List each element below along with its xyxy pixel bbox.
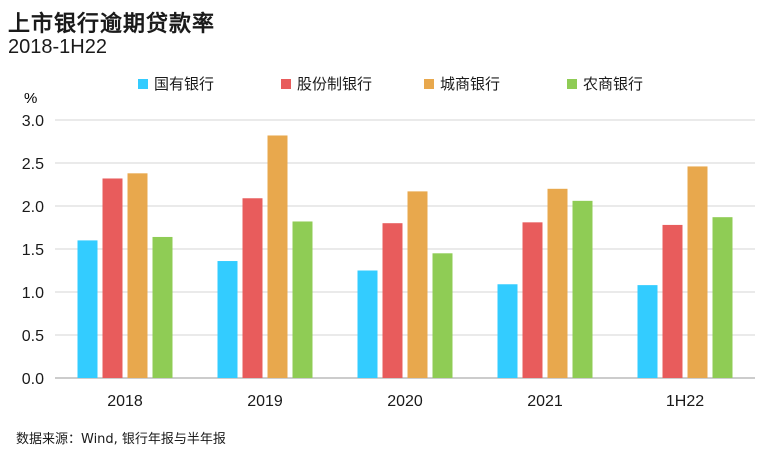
bar-2021-series-1 xyxy=(522,222,543,378)
y-tick-label: 2.0 xyxy=(22,199,44,216)
bar-1H22-series-2 xyxy=(687,166,708,378)
bar-2019-series-0 xyxy=(217,261,238,378)
legend-item-rural-commercial: 农商银行 xyxy=(567,73,710,94)
x-tick-label: 1H22 xyxy=(666,393,704,410)
bars xyxy=(77,135,733,378)
legend-item-state-owned: 国有银行 xyxy=(138,73,281,94)
y-tick-label: 3.0 xyxy=(22,113,44,130)
bar-2018-series-3 xyxy=(152,236,173,378)
legend-item-city-commercial: 城商银行 xyxy=(424,73,567,94)
legend-swatch-joint-stock xyxy=(281,78,291,89)
x-tick-label: 2019 xyxy=(247,393,283,410)
bar-2021-series-2 xyxy=(547,188,568,378)
y-tick-label: 1.0 xyxy=(22,285,44,302)
legend-item-joint-stock: 股份制银行 xyxy=(281,73,424,94)
y-tick-label: 1.5 xyxy=(22,242,44,259)
x-tick-label: 2018 xyxy=(107,393,143,410)
x-axis-ticks: 2018 2019 2020 2021 1H22 xyxy=(107,393,704,410)
y-tick-label: 0.0 xyxy=(22,371,44,388)
bar-2018-series-1 xyxy=(102,178,123,378)
bar-1H22-series-0 xyxy=(637,285,658,378)
y-tick-label: 0.5 xyxy=(22,328,44,345)
bar-1H22-series-1 xyxy=(662,224,683,378)
bar-2021-series-3 xyxy=(572,200,593,378)
bar-2020-series-1 xyxy=(382,223,403,378)
chart-title: 上市银行逾期贷款率 xyxy=(8,12,216,37)
bar-2019-series-3 xyxy=(292,221,313,378)
source-note: 数据来源：Wind, 银行年报与半年报 xyxy=(16,432,226,447)
y-axis-unit-label: % xyxy=(24,90,37,107)
y-axis-ticks: 0.0 0.5 1.0 1.5 2.0 2.5 3.0 xyxy=(22,113,44,388)
bar-1H22-series-3 xyxy=(712,217,733,378)
bar-2019-series-2 xyxy=(267,135,288,378)
x-tick-label: 2021 xyxy=(527,393,563,410)
y-tick-label: 2.5 xyxy=(22,156,44,173)
chart-subtitle: 2018-1H22 xyxy=(8,36,107,58)
legend: 国有银行 股份制银行 城商银行 农商银行 xyxy=(138,73,710,94)
x-tick-label: 2020 xyxy=(387,393,423,410)
bar-2021-series-0 xyxy=(497,284,518,378)
bar-2018-series-0 xyxy=(77,240,98,378)
legend-label-rural-commercial: 农商银行 xyxy=(583,75,644,93)
bar-2019-series-1 xyxy=(242,198,263,378)
bar-2020-series-2 xyxy=(407,191,428,378)
legend-label-joint-stock: 股份制银行 xyxy=(297,75,373,93)
legend-swatch-city-commercial xyxy=(424,78,434,89)
legend-swatch-rural-commercial xyxy=(567,78,577,89)
bar-2018-series-2 xyxy=(127,173,148,378)
bar-2020-series-0 xyxy=(357,270,378,378)
legend-swatch-state-owned xyxy=(138,78,148,89)
legend-label-city-commercial: 城商银行 xyxy=(440,75,501,93)
legend-label-state-owned: 国有银行 xyxy=(154,75,215,93)
bar-2020-series-3 xyxy=(432,253,453,378)
